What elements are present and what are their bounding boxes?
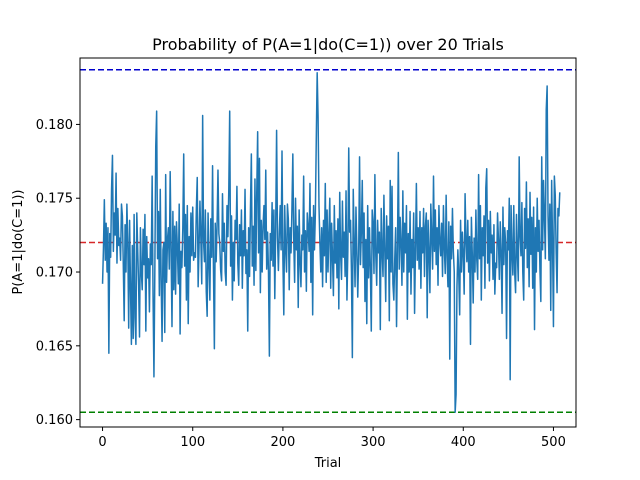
y-tick-label: 0.180 [36, 118, 73, 133]
series-line-1 [101, 72, 561, 413]
x-tick-label: 500 [541, 435, 566, 450]
x-tick-label: 0 [98, 435, 106, 450]
chart-title: Probability of P(A=1|do(C=1)) over 20 Tr… [152, 35, 504, 54]
x-tick-label: 400 [451, 435, 476, 450]
x-tick-label: 300 [361, 435, 386, 450]
x-axis: 0 100 200 300 400 500 [98, 427, 566, 450]
y-tick-label: 0.160 [36, 413, 73, 428]
y-axis-label: P(A=1|do(C=1)) [11, 189, 26, 294]
axes-frame [79, 57, 577, 428]
y-axis: 0.160 0.165 0.170 0.175 0.180 [36, 118, 80, 428]
series-layer [101, 72, 561, 413]
x-axis-label: Trial [314, 456, 342, 471]
x-tick-label: 100 [180, 435, 205, 450]
y-tick-label: 0.165 [36, 339, 73, 354]
y-tick-label: 0.170 [36, 266, 73, 281]
y-tick-label: 0.175 [36, 192, 73, 207]
x-tick-label: 200 [270, 435, 295, 450]
